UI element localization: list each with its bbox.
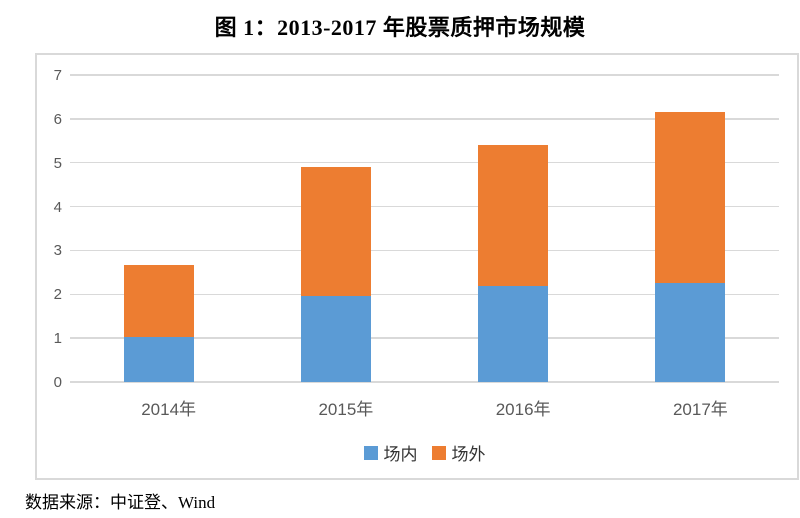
x-tick-label-2016年: 2016年 <box>495 400 551 419</box>
x-tick-label-2015年: 2015年 <box>318 400 374 419</box>
bar-segment-场外-2016年 <box>478 145 549 286</box>
bar-segment-场外-2015年 <box>300 167 371 297</box>
legend-item-场外: 场外 <box>431 440 486 465</box>
gridline-y-2 <box>70 293 779 296</box>
y-tick-label-5: 5 <box>53 154 62 172</box>
y-tick-label-7: 7 <box>53 67 62 84</box>
source-note: 数据来源：中证登、Wind <box>25 493 216 512</box>
gridline-y-6 <box>70 118 779 120</box>
y-tick-label-6: 6 <box>53 110 62 128</box>
gridline-y-0 <box>70 381 779 383</box>
y-tick-label-0: 0 <box>53 374 62 391</box>
gridline-y-7 <box>70 74 779 76</box>
gridline-y-5 <box>70 161 779 164</box>
bar-segment-场外-2017年 <box>655 112 726 284</box>
x-tick-label-2017年: 2017年 <box>672 400 728 419</box>
gridline-y-4 <box>70 205 779 208</box>
legend-label-场内: 场内 <box>383 445 418 464</box>
gridline-y-1 <box>70 337 779 339</box>
bar-segment-场内-2014年 <box>123 337 194 382</box>
bar-segment-场内-2016年 <box>478 285 549 382</box>
legend-swatch-icon-场外 <box>431 445 446 460</box>
y-tick-label-1: 1 <box>53 330 62 348</box>
legend-label-场外: 场外 <box>451 445 486 464</box>
plot-area <box>70 74 779 383</box>
x-tick-label-2014年: 2014年 <box>141 400 197 419</box>
legend-swatch-icon-场内 <box>363 445 378 460</box>
legend-item-场内: 场内 <box>363 440 418 465</box>
bar-segment-场外-2014年 <box>123 264 194 338</box>
legend: 场内 场外 <box>70 440 779 465</box>
bar-segment-场内-2015年 <box>300 296 371 382</box>
y-tick-label-3: 3 <box>53 242 62 260</box>
bar-segment-场内-2017年 <box>655 283 726 382</box>
y-tick-label-2: 2 <box>53 286 62 304</box>
gridline-y-3 <box>70 249 779 252</box>
y-tick-label-4: 4 <box>53 198 62 216</box>
chart-title: 图 1：2013-2017 年股票质押市场规模 <box>214 15 586 40</box>
